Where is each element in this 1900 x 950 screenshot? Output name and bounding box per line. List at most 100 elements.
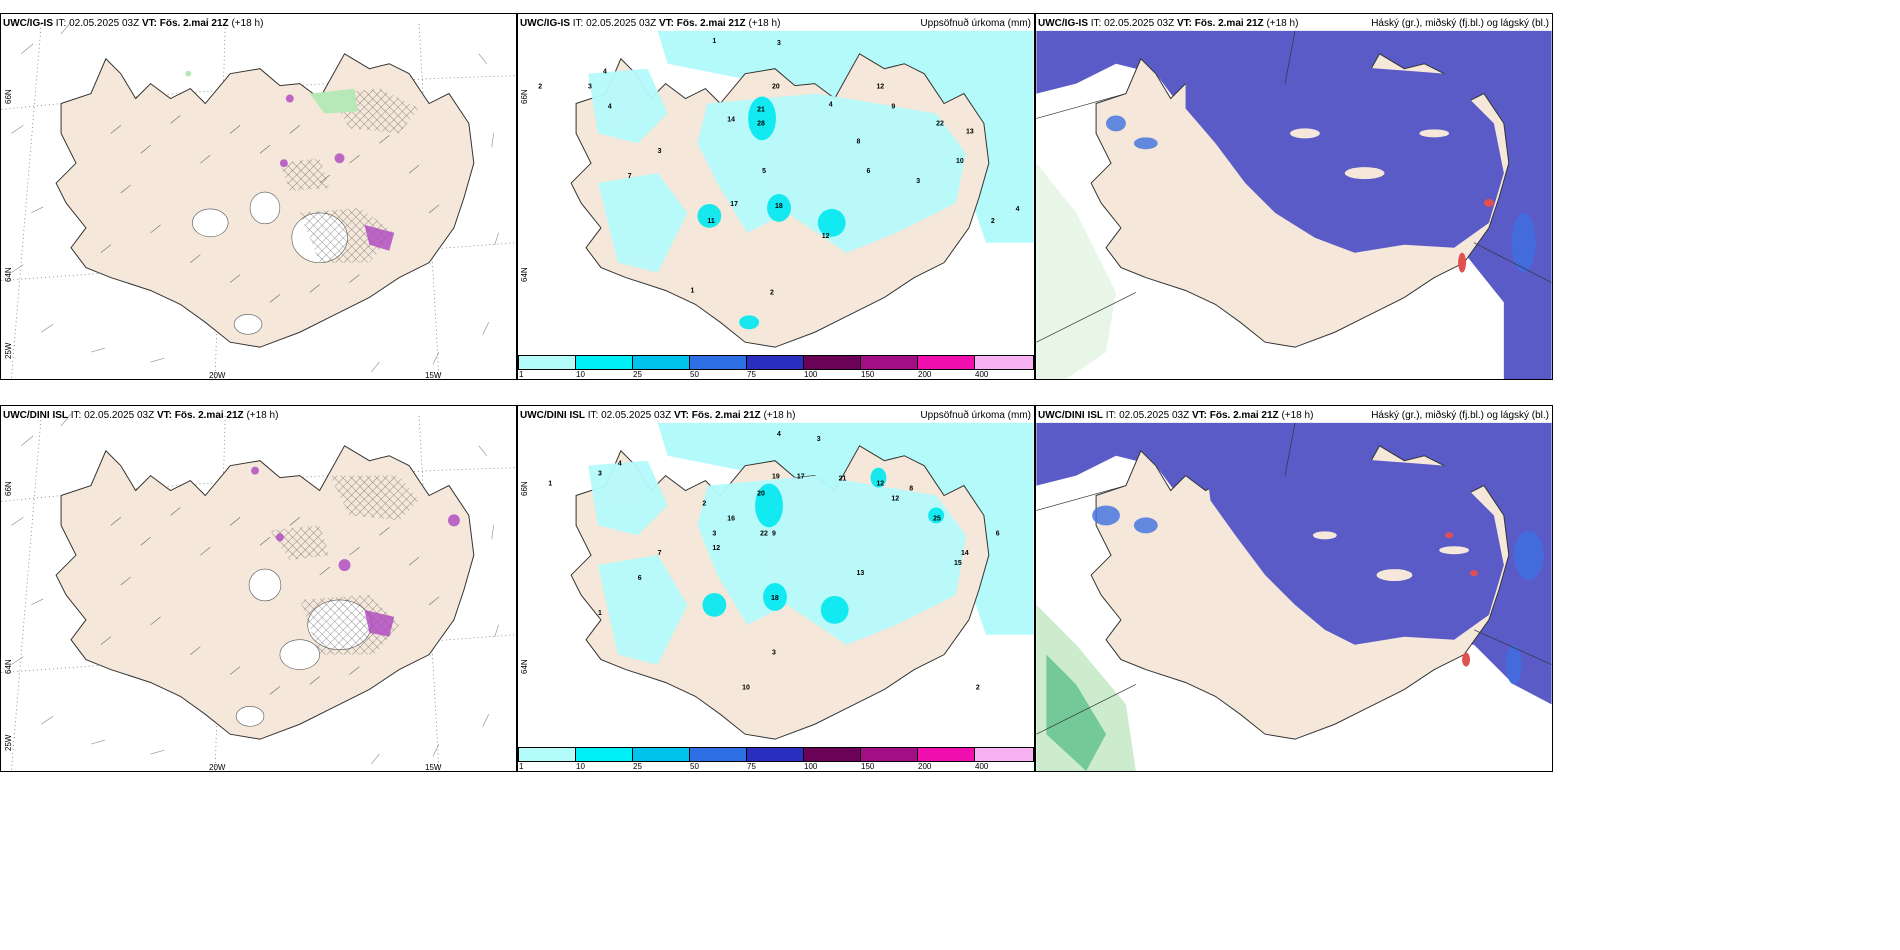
colorbar-swatch [689, 747, 747, 762]
precip-sea [657, 422, 1034, 635]
precip-core [702, 467, 945, 624]
panel-title: Uppsöfnuð úrkoma (mm) [920, 18, 1031, 29]
svg-text:8: 8 [857, 138, 861, 145]
wind-barbs-land [100, 507, 440, 695]
lat-64-tick: 64N [520, 267, 529, 282]
colorbar-swatch [689, 355, 747, 370]
colorbar-swatch [860, 355, 918, 370]
svg-text:11: 11 [707, 218, 714, 225]
precip-core [697, 96, 846, 330]
precip-label: 1 [548, 481, 552, 488]
colorbar-swatch [974, 355, 1034, 370]
svg-text:22: 22 [760, 530, 768, 537]
panel-title: Háský (gr.), miðský (fj.bl.) og lágský (… [1371, 18, 1549, 29]
svg-text:18: 18 [775, 203, 783, 210]
svg-text:2: 2 [702, 500, 706, 507]
wind-barbs [11, 413, 499, 765]
colorbar-label: 200 [918, 370, 932, 379]
svg-text:12: 12 [891, 495, 899, 502]
lat-66-tick: 66N [520, 481, 529, 496]
svg-text:22: 22 [936, 120, 944, 127]
svg-text:12: 12 [712, 545, 720, 552]
cloud-gaps [1312, 531, 1470, 582]
lat-66-tick: 66N [4, 89, 13, 104]
svg-text:7: 7 [658, 550, 662, 557]
red-areas [1458, 198, 1494, 273]
svg-text:12: 12 [822, 233, 830, 240]
svg-text:18: 18 [771, 595, 779, 602]
magenta-areas [251, 466, 460, 637]
precip-labels: 1 3 4 3 4 2 7 3 5 14 20 21 28 4 12 9 8 6… [538, 38, 1019, 297]
colorbar-label: 400 [975, 762, 989, 771]
cloud-map-panel-igis: UWC/IG-IS IT: 02.05.2025 03Z VT: Fös. 2.… [1035, 13, 1553, 380]
precip-map: 1 3 4 3 4 2 7 3 5 14 20 21 28 4 12 9 8 6… [518, 30, 1034, 348]
lat-66-tick: 66N [520, 89, 529, 104]
magenta-areas [279, 94, 395, 251]
colorbar-swatch [518, 747, 576, 762]
low-cloud [1092, 505, 1544, 685]
svg-text:13: 13 [857, 570, 865, 577]
svg-text:3: 3 [817, 436, 821, 443]
svg-text:4: 4 [603, 69, 607, 76]
wind-map-panel-dini: UWC/DINI ISL IT: 02.05.2025 03Z VT: Fös.… [0, 405, 517, 772]
lon-25-tick: 25W [4, 342, 13, 359]
svg-text:2: 2 [976, 684, 980, 691]
colorbar-swatch [803, 747, 861, 762]
svg-text:10: 10 [742, 684, 750, 691]
svg-text:25: 25 [933, 515, 941, 522]
high-cloud-over-land [1185, 63, 1504, 253]
colorbar-label: 75 [747, 762, 756, 771]
colorbar-swatch [575, 747, 633, 762]
svg-text:9: 9 [891, 103, 895, 110]
svg-text:14: 14 [961, 550, 969, 557]
panel-title: Háský (gr.), miðský (fj.bl.) og lágský (… [1371, 410, 1549, 421]
svg-text:4: 4 [608, 103, 612, 110]
svg-text:3: 3 [772, 650, 776, 657]
colorbar-swatch [575, 355, 633, 370]
colorbar-label: 10 [576, 370, 585, 379]
colorbar-swatch [803, 355, 861, 370]
precip-colorbar: 1 10 25 50 75 100 150 200 400 [518, 353, 1034, 379]
colorbar-label: 75 [747, 370, 756, 379]
svg-text:21: 21 [757, 106, 765, 113]
svg-text:6: 6 [867, 168, 871, 175]
colorbar-label: 25 [633, 370, 642, 379]
wind-map [1, 21, 516, 379]
precip-map: 1 3 4 6 7 2 3 12 16 20 19 17 21 12 9 13 … [548, 422, 1034, 740]
svg-text:17: 17 [797, 474, 805, 481]
colorbar-label: 1 [519, 370, 524, 379]
svg-text:3: 3 [712, 530, 716, 537]
svg-text:2: 2 [991, 218, 995, 225]
svg-text:2: 2 [770, 289, 774, 296]
svg-text:28: 28 [757, 120, 765, 127]
lon-15-tick: 15W [425, 763, 442, 772]
colorbar-label: 150 [861, 370, 875, 379]
svg-text:19: 19 [772, 474, 780, 481]
lon-15-tick: 15W [425, 371, 442, 380]
graticule [1036, 30, 1552, 343]
svg-text:5: 5 [762, 168, 766, 175]
svg-text:1: 1 [598, 610, 602, 617]
panel-header: UWC/DINI ISL IT: 02.05.2025 03Z VT: Fös.… [518, 406, 1034, 426]
colorbar-label: 50 [690, 762, 699, 771]
colorbar-swatch [974, 747, 1034, 762]
svg-text:13: 13 [966, 128, 974, 135]
lon-20-tick: 20W [209, 763, 226, 772]
colorbar-label: 100 [804, 370, 818, 379]
panel-header: UWC/IG-IS IT: 02.05.2025 03Z VT: Fös. 2.… [518, 14, 1034, 34]
svg-text:3: 3 [658, 148, 662, 155]
cloud-map [1036, 30, 1552, 379]
lat-64-tick: 64N [520, 659, 529, 674]
hatched-areas [269, 475, 420, 655]
svg-text:12: 12 [876, 84, 884, 91]
svg-text:14: 14 [727, 116, 735, 123]
svg-text:4: 4 [829, 101, 833, 108]
svg-text:7: 7 [628, 173, 632, 180]
panel-title: Uppsöfnuð úrkoma (mm) [920, 410, 1031, 421]
colorbar-label: 50 [690, 370, 699, 379]
svg-text:15: 15 [954, 560, 962, 567]
svg-text:3: 3 [916, 178, 920, 185]
svg-text:4: 4 [618, 461, 622, 468]
colorbar-swatch [917, 747, 975, 762]
wind-map [1, 413, 516, 771]
